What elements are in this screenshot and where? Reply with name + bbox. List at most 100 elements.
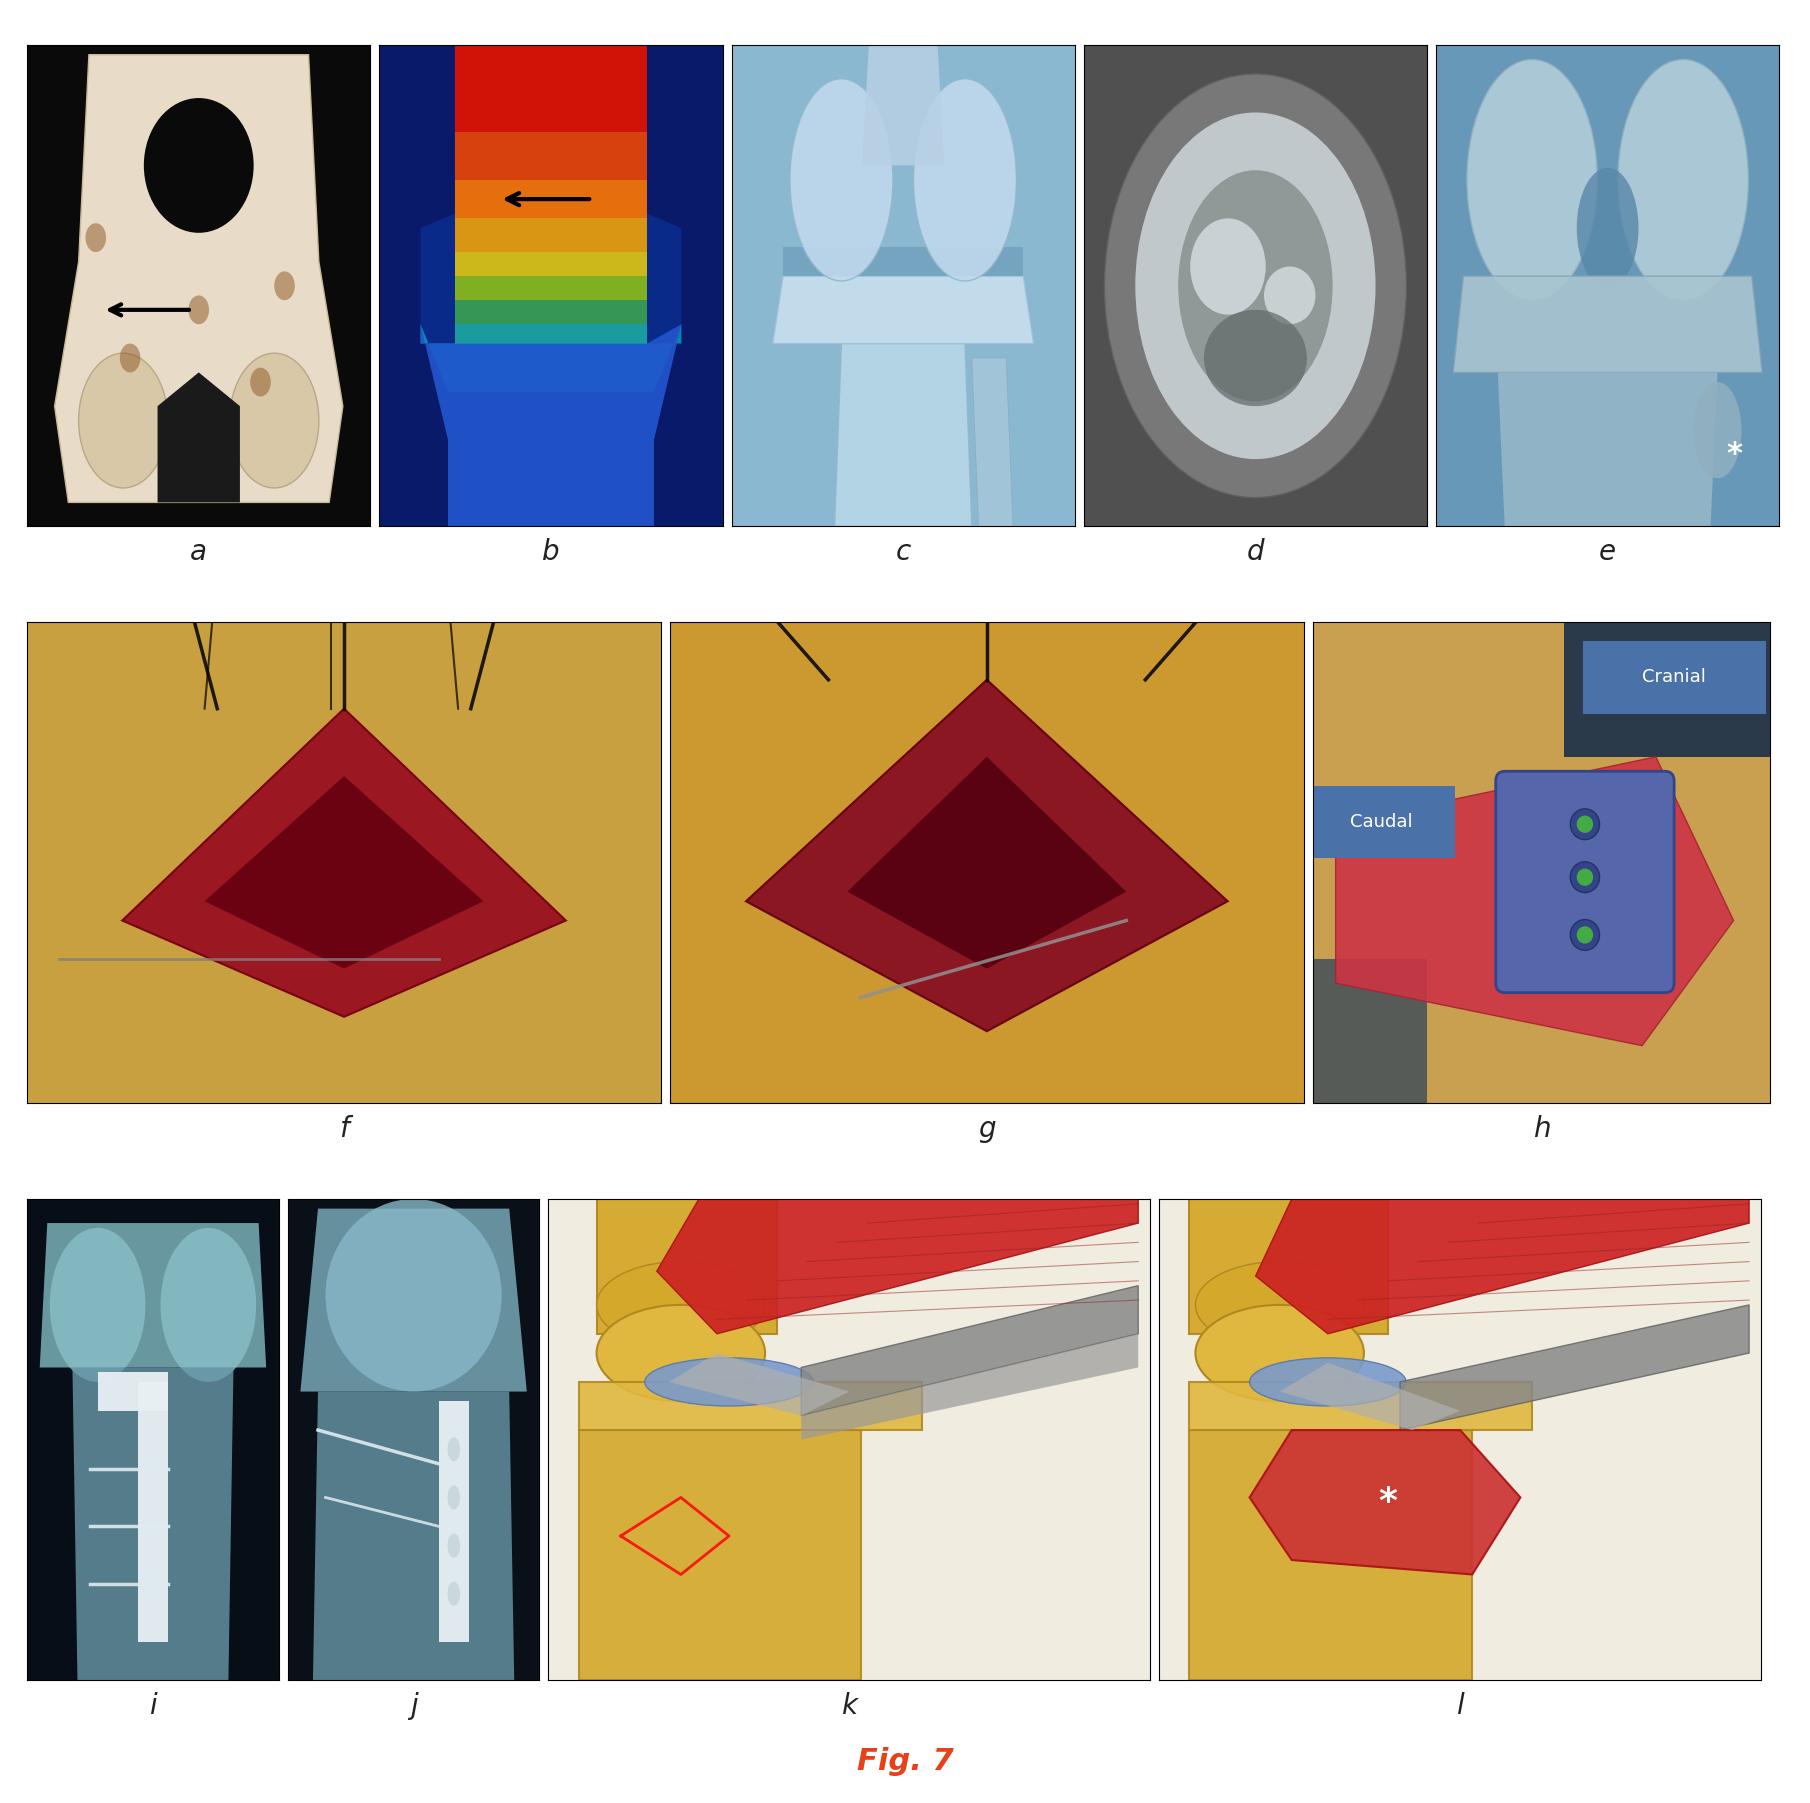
Ellipse shape bbox=[326, 1199, 501, 1392]
Text: l: l bbox=[1457, 1691, 1464, 1720]
Polygon shape bbox=[454, 180, 646, 218]
Polygon shape bbox=[157, 373, 241, 503]
Polygon shape bbox=[138, 1381, 168, 1643]
Polygon shape bbox=[1256, 1199, 1748, 1334]
FancyBboxPatch shape bbox=[1582, 642, 1765, 714]
Polygon shape bbox=[300, 1208, 527, 1392]
Polygon shape bbox=[862, 45, 945, 166]
Polygon shape bbox=[454, 45, 646, 132]
Polygon shape bbox=[1189, 1199, 1388, 1334]
FancyBboxPatch shape bbox=[1495, 772, 1674, 993]
Ellipse shape bbox=[1694, 382, 1741, 478]
Circle shape bbox=[275, 270, 295, 301]
Circle shape bbox=[1577, 927, 1593, 943]
Circle shape bbox=[250, 368, 272, 397]
Text: *: * bbox=[1379, 1486, 1397, 1520]
Polygon shape bbox=[454, 252, 646, 276]
Polygon shape bbox=[834, 344, 972, 526]
Polygon shape bbox=[746, 680, 1227, 1031]
Polygon shape bbox=[670, 622, 1303, 1103]
Ellipse shape bbox=[1618, 59, 1748, 301]
Text: Caudal: Caudal bbox=[1350, 813, 1412, 831]
Ellipse shape bbox=[1577, 168, 1638, 288]
Text: k: k bbox=[842, 1691, 858, 1720]
Ellipse shape bbox=[1195, 1262, 1365, 1349]
Polygon shape bbox=[420, 325, 681, 391]
Polygon shape bbox=[1280, 1363, 1461, 1430]
Polygon shape bbox=[54, 54, 342, 503]
Ellipse shape bbox=[644, 1358, 813, 1406]
Circle shape bbox=[1577, 869, 1593, 885]
Circle shape bbox=[1577, 815, 1593, 833]
Polygon shape bbox=[98, 1372, 168, 1410]
Polygon shape bbox=[1499, 373, 1718, 526]
Polygon shape bbox=[454, 276, 646, 301]
Polygon shape bbox=[847, 757, 1126, 968]
Text: b: b bbox=[543, 537, 559, 566]
Text: j: j bbox=[409, 1691, 418, 1720]
Polygon shape bbox=[205, 775, 483, 968]
Text: Fig. 7: Fig. 7 bbox=[856, 1747, 954, 1776]
Polygon shape bbox=[802, 1334, 1138, 1439]
Ellipse shape bbox=[230, 353, 319, 489]
Polygon shape bbox=[1189, 1430, 1472, 1680]
Ellipse shape bbox=[1191, 218, 1265, 316]
Ellipse shape bbox=[78, 353, 168, 489]
Polygon shape bbox=[972, 359, 1014, 526]
Polygon shape bbox=[454, 218, 646, 252]
Polygon shape bbox=[27, 622, 661, 1103]
Ellipse shape bbox=[1135, 112, 1376, 460]
Polygon shape bbox=[1401, 1305, 1748, 1430]
Polygon shape bbox=[1312, 959, 1426, 1103]
Polygon shape bbox=[438, 1401, 469, 1643]
Polygon shape bbox=[1336, 757, 1734, 1046]
Polygon shape bbox=[1453, 276, 1763, 373]
Ellipse shape bbox=[1178, 169, 1332, 402]
Ellipse shape bbox=[1263, 267, 1316, 325]
Polygon shape bbox=[773, 276, 1034, 344]
Polygon shape bbox=[40, 1222, 266, 1367]
Polygon shape bbox=[420, 325, 681, 526]
Ellipse shape bbox=[789, 79, 892, 281]
Text: h: h bbox=[1533, 1114, 1551, 1143]
Polygon shape bbox=[1189, 1381, 1533, 1430]
Text: *: * bbox=[1727, 440, 1743, 469]
Polygon shape bbox=[1564, 622, 1770, 757]
Text: d: d bbox=[1247, 537, 1263, 566]
Polygon shape bbox=[802, 1286, 1138, 1415]
Text: i: i bbox=[148, 1691, 157, 1720]
Circle shape bbox=[447, 1486, 460, 1509]
Polygon shape bbox=[454, 301, 646, 325]
Polygon shape bbox=[579, 1430, 862, 1680]
Circle shape bbox=[1571, 920, 1600, 950]
Polygon shape bbox=[454, 325, 646, 344]
Circle shape bbox=[188, 296, 208, 325]
Polygon shape bbox=[313, 1392, 514, 1680]
Polygon shape bbox=[784, 247, 1023, 276]
Text: e: e bbox=[1598, 537, 1616, 566]
Text: a: a bbox=[190, 537, 206, 566]
Text: g: g bbox=[977, 1114, 996, 1143]
Polygon shape bbox=[579, 1381, 921, 1430]
Text: f: f bbox=[338, 1114, 349, 1143]
Ellipse shape bbox=[914, 79, 1017, 281]
Polygon shape bbox=[420, 45, 681, 526]
Circle shape bbox=[119, 344, 141, 373]
Ellipse shape bbox=[1204, 310, 1307, 406]
Circle shape bbox=[447, 1534, 460, 1558]
Ellipse shape bbox=[1249, 1358, 1406, 1406]
Circle shape bbox=[447, 1437, 460, 1462]
Ellipse shape bbox=[1104, 74, 1406, 498]
Circle shape bbox=[1571, 862, 1600, 892]
Circle shape bbox=[447, 1581, 460, 1606]
Ellipse shape bbox=[597, 1262, 766, 1349]
Ellipse shape bbox=[1195, 1305, 1365, 1401]
Circle shape bbox=[1571, 810, 1600, 840]
Ellipse shape bbox=[51, 1228, 145, 1381]
Text: c: c bbox=[896, 537, 910, 566]
Polygon shape bbox=[1249, 1430, 1520, 1574]
FancyBboxPatch shape bbox=[1309, 786, 1455, 858]
Ellipse shape bbox=[1466, 59, 1598, 301]
Polygon shape bbox=[72, 1367, 233, 1680]
Polygon shape bbox=[657, 1199, 1138, 1334]
